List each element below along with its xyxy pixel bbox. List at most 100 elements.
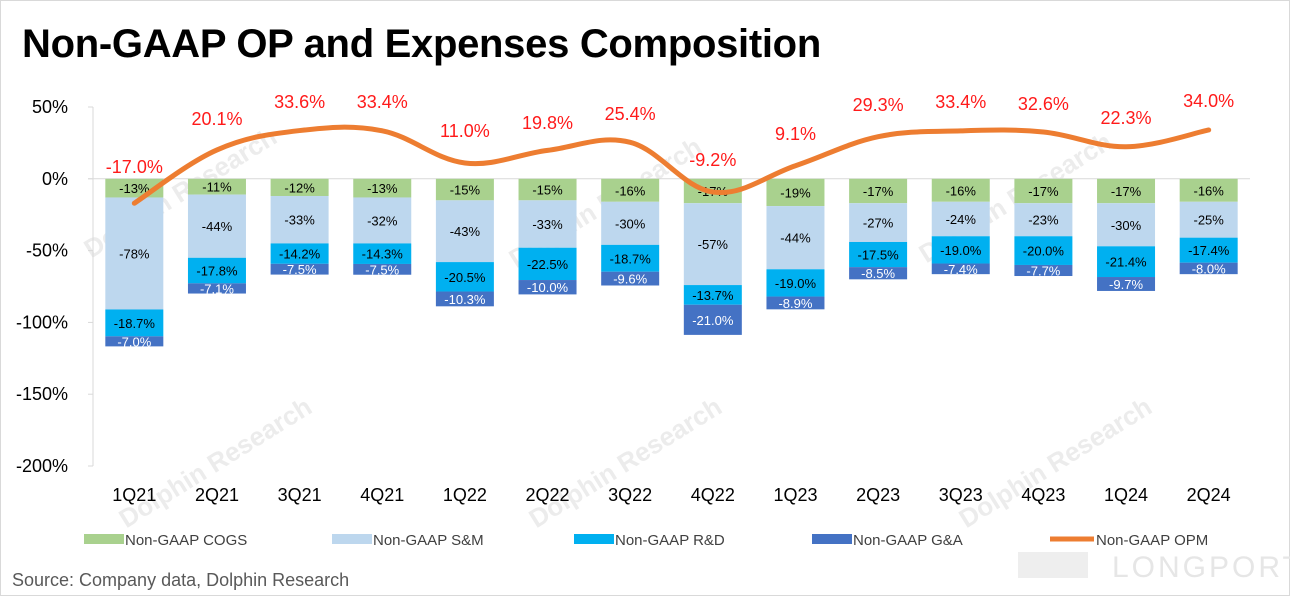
- bar-segment: [187, 178, 246, 195]
- bar-data-label: -18.7%: [114, 316, 156, 331]
- x-tick-label: 4Q22: [691, 485, 735, 505]
- bar-segment: [1179, 178, 1238, 202]
- bar-segment: [931, 201, 990, 237]
- bar-segment: [1014, 203, 1073, 237]
- bar-segment: [601, 178, 660, 202]
- bar-data-label: -23%: [1028, 213, 1059, 228]
- watermark-brand-logo: [1018, 552, 1088, 578]
- bar-data-label: -13.7%: [692, 288, 734, 303]
- bar-data-label: -9.7%: [1109, 277, 1143, 292]
- bar-data-label: -21.0%: [692, 313, 734, 328]
- watermark-text: Dolphin Research: [114, 391, 317, 534]
- bar-segment: [353, 197, 412, 244]
- bar-segment: [849, 241, 908, 268]
- opm-data-label: -17.0%: [106, 157, 163, 177]
- bar-data-label: -10.3%: [444, 292, 486, 307]
- bar-data-label: -7.7%: [1026, 263, 1060, 278]
- bar-data-label: -44%: [202, 219, 233, 234]
- bar-data-label: -9.6%: [613, 272, 647, 287]
- bar-data-label: -14.3%: [362, 247, 404, 262]
- legend-swatch: [332, 534, 372, 544]
- bar-segment: [187, 283, 246, 294]
- bar-data-label: -43%: [450, 224, 481, 239]
- opm-data-label: 33.4%: [935, 92, 986, 112]
- bar-data-label: -57%: [698, 237, 729, 252]
- x-tick-label: 2Q22: [526, 485, 570, 505]
- bar-segment: [1097, 203, 1156, 247]
- bar-segment: [766, 178, 825, 207]
- bar-segment: [766, 206, 825, 270]
- bar-data-label: -17%: [1111, 184, 1142, 199]
- bar-data-label: -20.5%: [444, 270, 486, 285]
- bar-data-label: -27%: [863, 216, 894, 231]
- opm-data-label: 11.0%: [440, 121, 490, 141]
- y-tick-label: -150%: [16, 384, 68, 404]
- x-tick-label: 3Q22: [608, 485, 652, 505]
- bar-data-label: -19%: [780, 185, 811, 200]
- opm-data-label: 29.3%: [853, 95, 904, 115]
- bar-segment: [187, 194, 246, 258]
- bar-segment: [435, 262, 494, 292]
- opm-data-label: 25.4%: [605, 104, 656, 124]
- bar-segment: [435, 291, 494, 307]
- bar-data-label: -11%: [202, 180, 232, 195]
- bar-segment: [518, 247, 577, 281]
- legend-swatch: [812, 534, 852, 544]
- bar-segment: [601, 201, 660, 245]
- bar-segment: [105, 309, 164, 337]
- legend-label: Non-GAAP S&M: [373, 532, 484, 549]
- bar-segment: [1014, 236, 1073, 265]
- opm-data-label: 33.6%: [274, 92, 325, 112]
- x-tick-label: 1Q21: [112, 485, 156, 505]
- bar-data-label: -7.5%: [283, 262, 317, 277]
- bar-segment: [601, 271, 660, 286]
- opm-data-label: 33.4%: [357, 92, 408, 112]
- bar-data-label: -44%: [780, 231, 811, 246]
- opm-line: [131, 124, 1212, 206]
- x-tick-label: 3Q21: [278, 485, 322, 505]
- bar-data-label: -25%: [1193, 213, 1224, 228]
- x-tick-label: 4Q23: [1021, 485, 1065, 505]
- source-note: Source: Company data, Dolphin Research: [12, 570, 350, 590]
- bar-data-label: -13%: [119, 181, 150, 196]
- bar-data-label: -7.1%: [200, 281, 234, 296]
- opm-data-label: 32.6%: [1018, 94, 1069, 114]
- bar-segment: [353, 263, 412, 275]
- watermark-text: Dolphin Research: [524, 391, 727, 534]
- bar-segment: [518, 280, 577, 295]
- opm-data-label: 22.3%: [1101, 108, 1152, 128]
- bar-data-label: -7.4%: [944, 262, 978, 277]
- bar-data-label: -8.0%: [1192, 261, 1226, 276]
- bar-data-label: -30%: [615, 216, 646, 231]
- bar-data-label: -78%: [119, 246, 150, 261]
- x-tick-label: 2Q23: [856, 485, 900, 505]
- bar-segment: [1179, 237, 1238, 263]
- y-tick-label: -100%: [16, 312, 68, 332]
- bar-data-label: -33%: [284, 213, 315, 228]
- bar-segment: [270, 263, 329, 275]
- legend-label: Non-GAAP OPM: [1096, 532, 1208, 549]
- bar-data-label: -8.5%: [861, 266, 895, 281]
- bar-data-label: -19.0%: [940, 243, 982, 258]
- bar-segment: [1179, 201, 1238, 238]
- bar-data-label: -17.4%: [1188, 243, 1230, 258]
- opm-data-label: 19.8%: [522, 113, 573, 133]
- watermark-text: Dolphin Research: [954, 391, 1157, 534]
- y-tick-label: 0%: [42, 169, 68, 189]
- bar-segment: [849, 178, 908, 204]
- bar-segment: [105, 197, 164, 310]
- bar-segment: [931, 178, 990, 202]
- bar-data-label: -16%: [615, 183, 646, 198]
- bar-segment: [518, 200, 577, 248]
- y-tick-label: -200%: [16, 456, 68, 476]
- bar-segment: [849, 267, 908, 280]
- bar-data-label: -16%: [1193, 183, 1224, 198]
- bar-segment: [931, 236, 990, 264]
- bar-data-label: -7.0%: [117, 334, 151, 349]
- bar-segment: [1097, 246, 1156, 278]
- bar-data-label: -16%: [946, 183, 977, 198]
- bar-segment: [849, 203, 908, 242]
- legend-swatch: [84, 534, 124, 544]
- legend-label: Non-GAAP R&D: [615, 532, 725, 549]
- legend-swatch: [574, 534, 614, 544]
